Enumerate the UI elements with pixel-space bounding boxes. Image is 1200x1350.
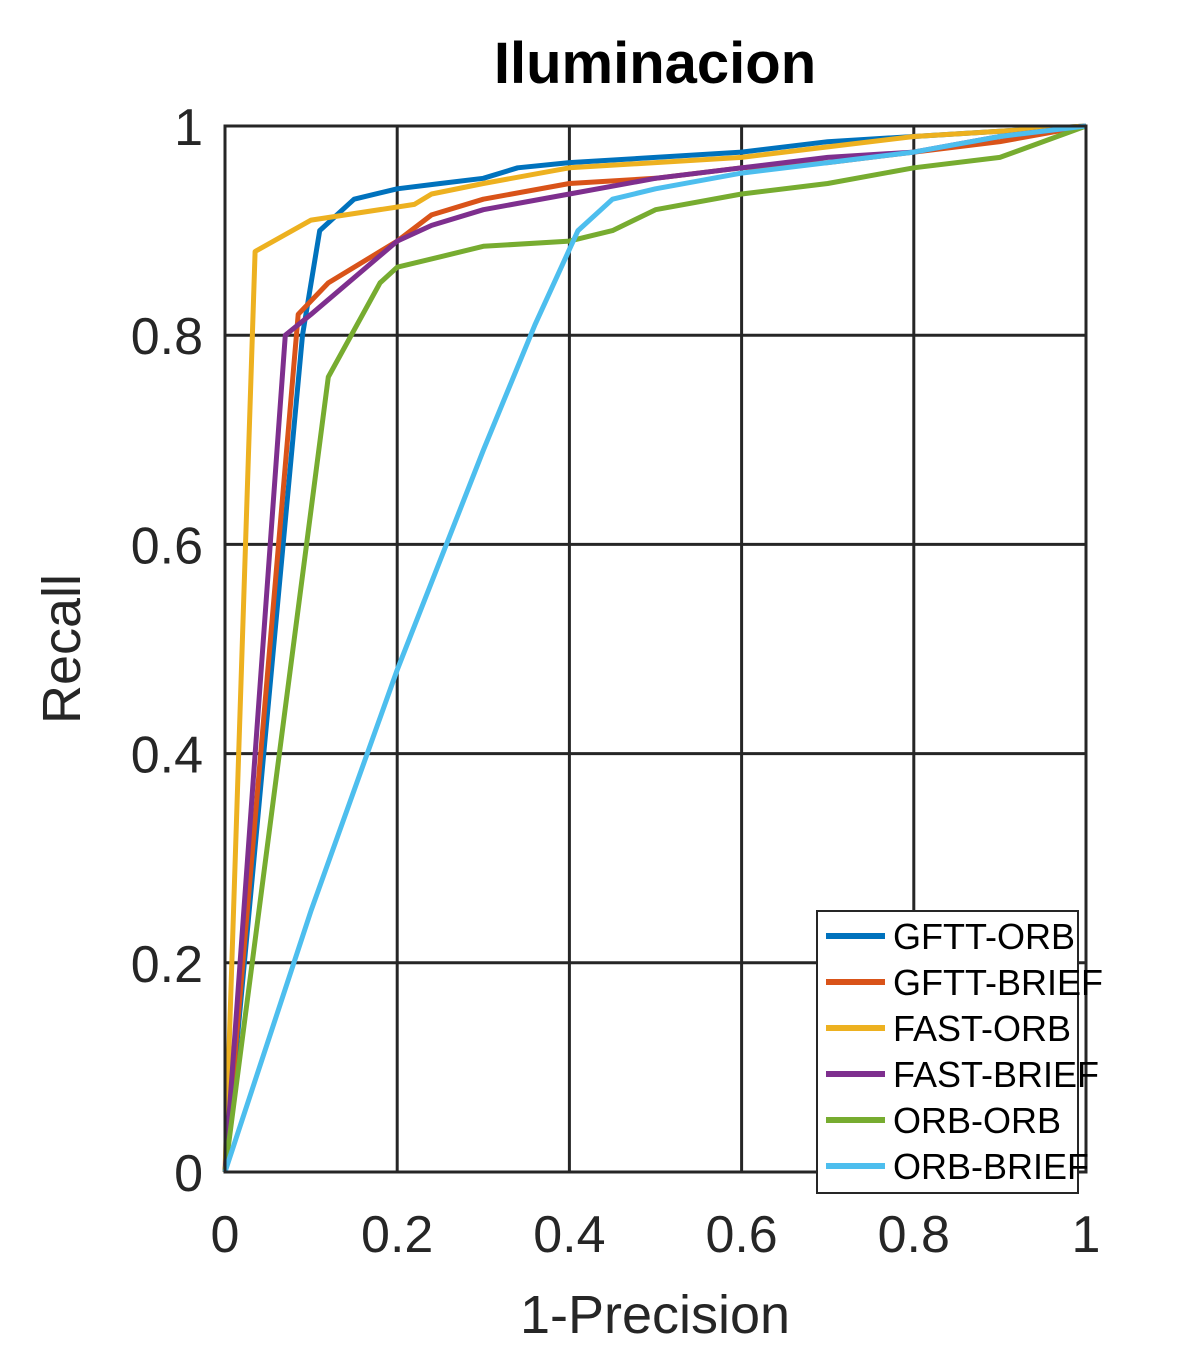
legend-box <box>816 910 1079 1194</box>
y-tick-label: 0.6 <box>131 517 203 575</box>
series-lines <box>222 123 1087 1173</box>
y-tick-label: 0.2 <box>131 936 203 994</box>
x-axis-label: 1-Precision <box>520 1285 790 1345</box>
y-tick-label: 1 <box>174 99 203 157</box>
x-tick-label: 0.2 <box>361 1206 433 1264</box>
y-axis-label: Recall <box>32 574 92 724</box>
legend-label: FAST-ORB <box>893 1008 1071 1049</box>
x-tick-label: 1 <box>1072 1206 1101 1264</box>
chart-title: Iluminacion <box>494 31 816 96</box>
x-tick-label: 0.8 <box>878 1206 950 1264</box>
series-line-orb-orb <box>222 123 1087 1173</box>
series-line-orb-brief <box>222 123 1087 1173</box>
legend-label: FAST-BRIEF <box>893 1054 1099 1095</box>
plot-frame <box>223 124 1088 1174</box>
series-line-fast-orb <box>222 123 1087 1173</box>
x-tick-label: 0.4 <box>533 1206 605 1264</box>
y-tick-label: 0 <box>174 1145 203 1203</box>
x-tick-label: 0 <box>211 1206 240 1264</box>
legend-label: ORB-BRIEF <box>893 1146 1089 1187</box>
legend-label: GFTT-ORB <box>893 916 1075 957</box>
y-tick-label: 0.4 <box>131 727 203 785</box>
x-tick-label: 0.6 <box>705 1206 777 1264</box>
y-tick-label: 0.8 <box>131 308 203 366</box>
tick-labels: 0 0.2 0.4 0.6 0.8 1 0 0.2 0.4 0.6 0.8 1 <box>131 99 1101 1264</box>
legend-label: GFTT-BRIEF <box>893 962 1103 1003</box>
legend: GFTT-ORB GFTT-BRIEF FAST-ORB FAST-BRIEF ORB-… <box>816 910 1103 1194</box>
legend-label: ORB-ORB <box>893 1100 1061 1141</box>
